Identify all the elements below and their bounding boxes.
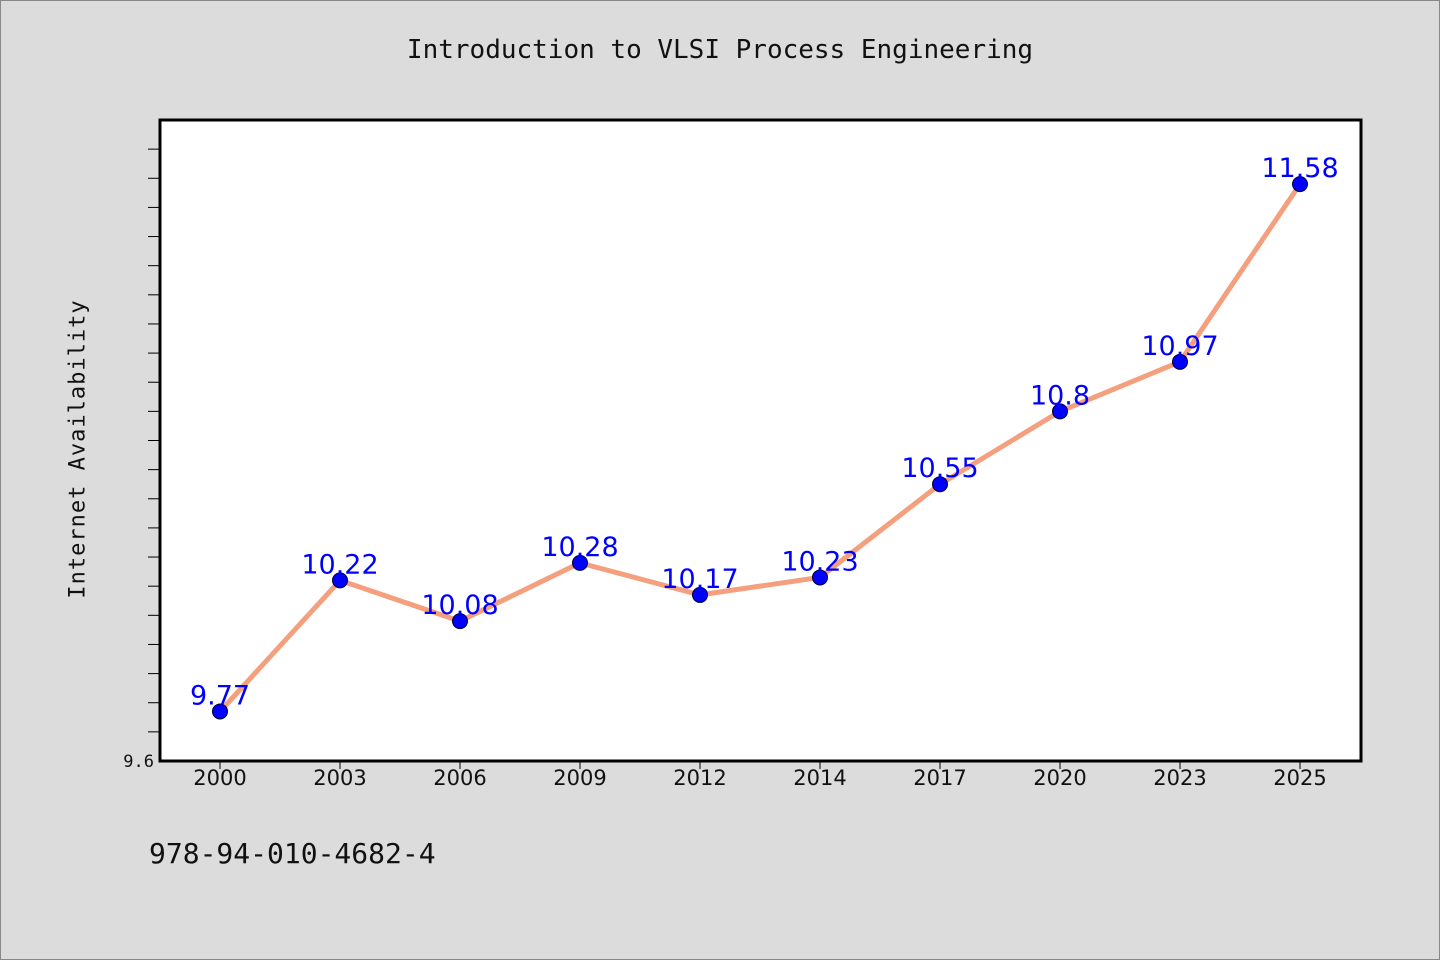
- data-point: [572, 554, 588, 571]
- data-label: 9.77: [190, 680, 250, 711]
- data-label: 10.8: [1030, 380, 1090, 411]
- data-point: [332, 572, 348, 589]
- data-label: 10.23: [781, 546, 858, 577]
- data-point: [1172, 353, 1188, 370]
- data-label: 10.17: [661, 564, 738, 595]
- data-point: [692, 586, 708, 603]
- chart-title: Introduction to VLSI Process Engineering: [406, 35, 1034, 65]
- data-label: 11.58: [1261, 153, 1338, 184]
- x-tick-label: 2012: [673, 766, 726, 790]
- data-point: [1292, 176, 1308, 193]
- plot-area: [158, 118, 1363, 763]
- x-tick-label: 2003: [313, 766, 366, 790]
- x-tick-label: 2017: [913, 766, 966, 790]
- data-point: [932, 476, 948, 493]
- data-point: [452, 613, 468, 630]
- y-tick-label: 9.6: [123, 752, 154, 772]
- data-point: [212, 703, 228, 720]
- footnote-isbn: 978-94-010-4682-4: [149, 837, 436, 870]
- x-tick-label: 2023: [1153, 766, 1206, 790]
- x-tick-label: 2006: [433, 766, 486, 790]
- data-label: 10.22: [301, 549, 378, 580]
- series-line: [217, 181, 1303, 714]
- data-point: [812, 569, 828, 586]
- x-tick-label: 2014: [793, 766, 846, 790]
- x-tick-label: 2025: [1273, 766, 1326, 790]
- x-tick-label: 2000: [193, 766, 246, 790]
- data-label: 10.08: [421, 590, 498, 621]
- x-tick-label: 2020: [1033, 766, 1086, 790]
- data-label: 10.55: [901, 453, 978, 484]
- data-label: 10.28: [541, 532, 618, 563]
- x-tick-label: 2009: [553, 766, 606, 790]
- data-label: 10.97: [1141, 331, 1218, 362]
- data-point: [1052, 403, 1068, 420]
